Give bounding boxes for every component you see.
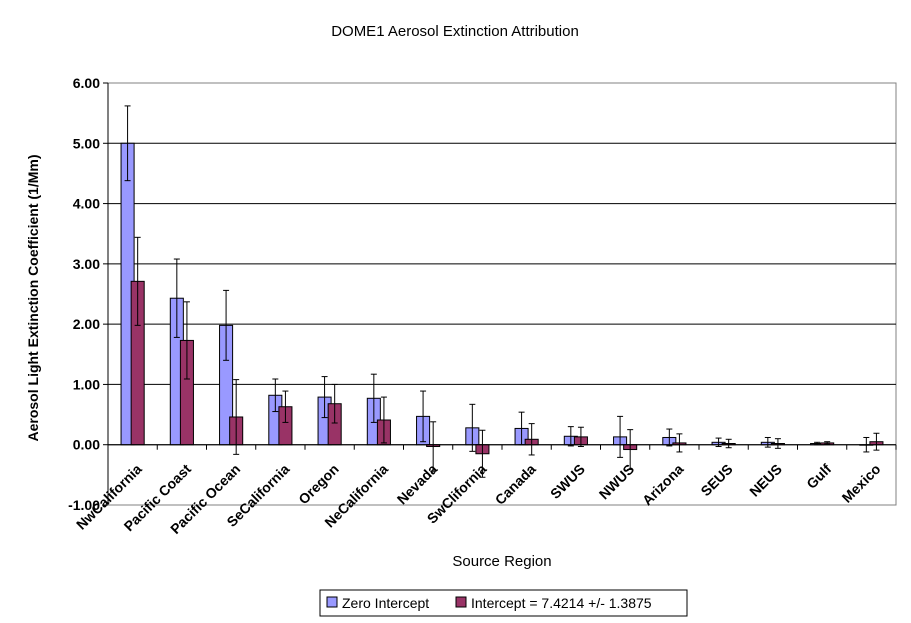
legend-label-zero-intercept: Zero Intercept [342, 595, 429, 611]
y-tick-label: 1.00 [73, 376, 100, 392]
y-tick-label: -1.00 [68, 497, 100, 513]
legend-label-intercept: Intercept = 7.4214 +/- 1.3875 [471, 595, 652, 611]
legend-swatch-zero-intercept [326, 596, 338, 608]
y-tick-label: 3.00 [73, 256, 100, 272]
legend-swatch-intercept [455, 596, 467, 608]
legend-box [319, 589, 688, 617]
legend: Zero Intercept Intercept = 7.4214 +/- 1.… [319, 589, 688, 617]
y-tick-label: 0.00 [73, 437, 100, 453]
x-axis-label: Source Region [452, 553, 551, 570]
chart-title: DOME1 Aerosol Extinction Attribution [331, 23, 579, 40]
y-tick-label: 6.00 [73, 75, 100, 91]
y-tick-label: 5.00 [73, 135, 100, 151]
y-tick-label: 2.00 [73, 316, 100, 332]
y-tick-label: 4.00 [73, 196, 100, 212]
plot-area: -1.000.001.002.003.004.005.006.00NwCalif… [68, 75, 897, 537]
y-axis-label: Aerosol Light Extinction Coefficient (1/… [25, 154, 41, 441]
